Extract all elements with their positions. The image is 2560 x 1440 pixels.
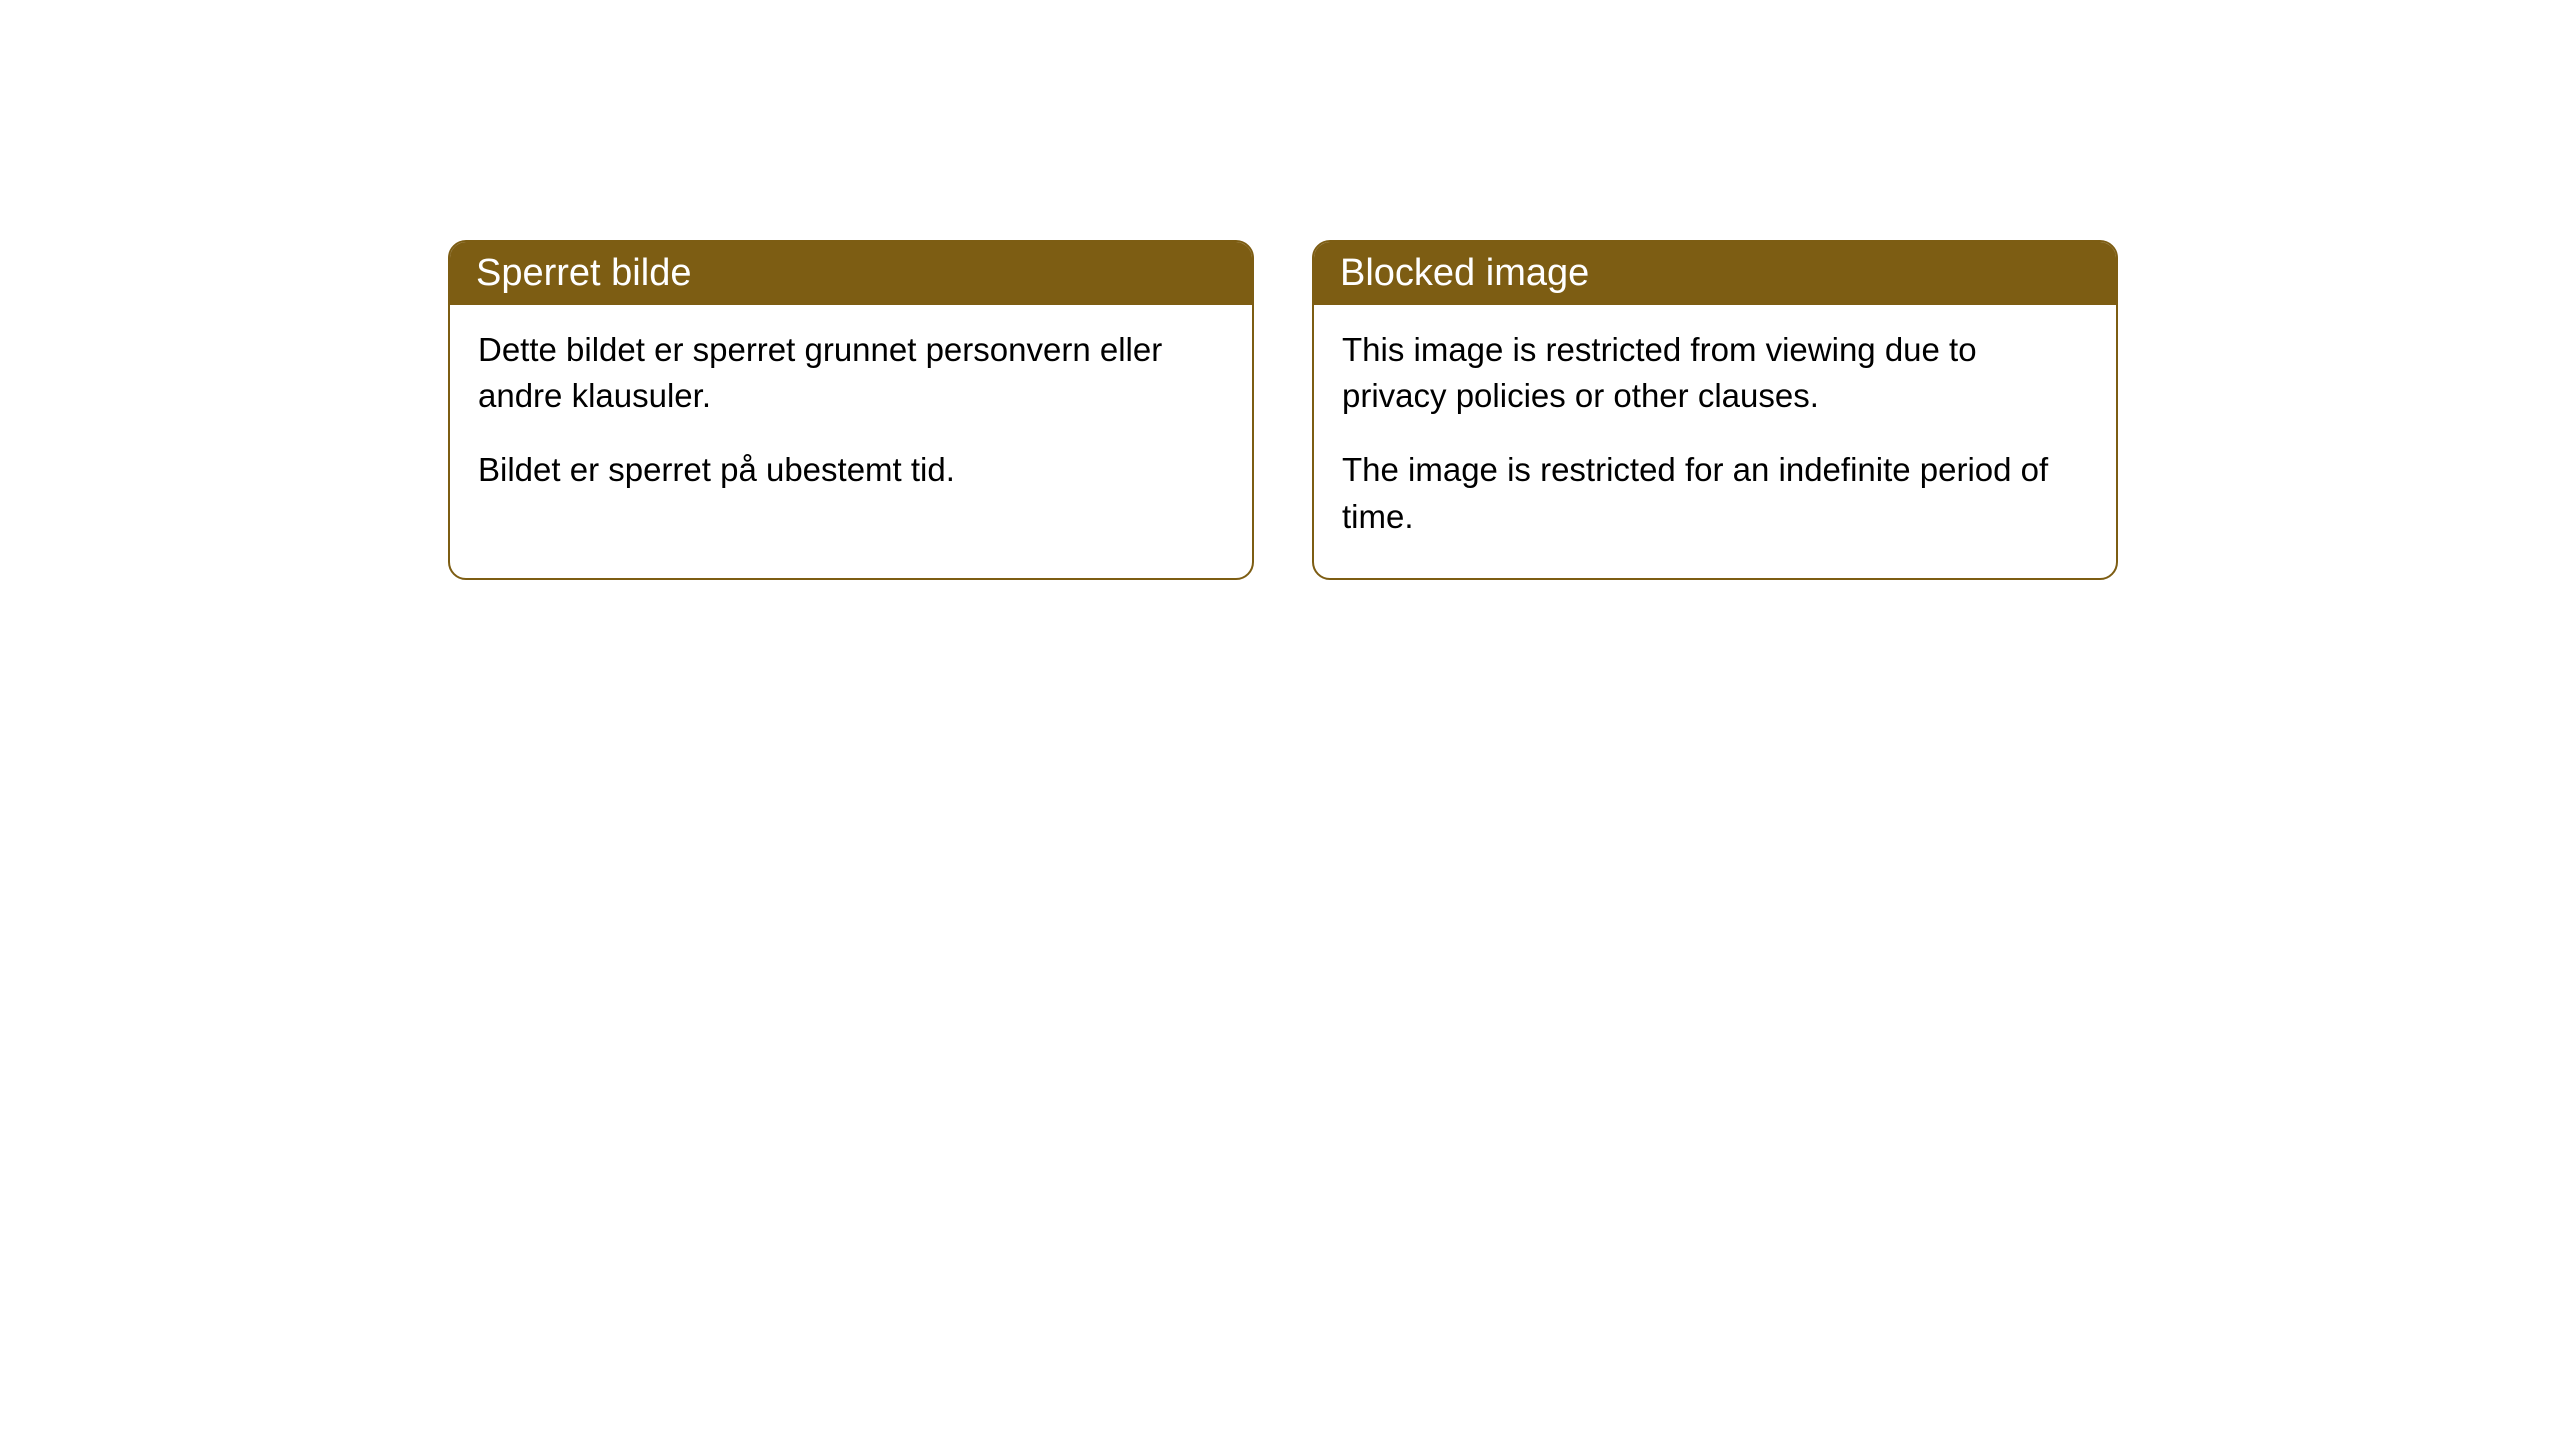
card-paragraph-1-en: This image is restricted from viewing du… xyxy=(1342,327,2088,419)
cards-container: Sperret bilde Dette bildet er sperret gr… xyxy=(448,240,2118,580)
card-body-no: Dette bildet er sperret grunnet personve… xyxy=(450,305,1252,532)
card-header-no: Sperret bilde xyxy=(450,242,1252,305)
card-paragraph-1-no: Dette bildet er sperret grunnet personve… xyxy=(478,327,1224,419)
card-title-no: Sperret bilde xyxy=(476,252,691,294)
card-paragraph-2-no: Bildet er sperret på ubestemt tid. xyxy=(478,447,1224,493)
card-body-en: This image is restricted from viewing du… xyxy=(1314,305,2116,578)
card-header-en: Blocked image xyxy=(1314,242,2116,305)
card-paragraph-2-en: The image is restricted for an indefinit… xyxy=(1342,447,2088,539)
blocked-image-card-en: Blocked image This image is restricted f… xyxy=(1312,240,2118,580)
card-title-en: Blocked image xyxy=(1340,252,1589,294)
blocked-image-card-no: Sperret bilde Dette bildet er sperret gr… xyxy=(448,240,1254,580)
